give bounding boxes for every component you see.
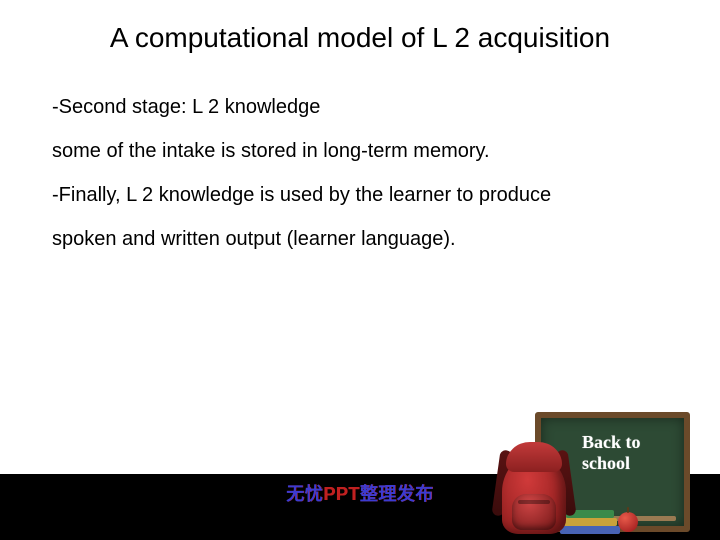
apple-icon: [618, 512, 638, 532]
back-to-school-illustration: Back to school: [470, 395, 690, 540]
body-line: -Finally, L 2 knowledge is used by the l…: [52, 173, 680, 217]
body-line: some of the intake is stored in long-ter…: [52, 129, 680, 173]
slide-body: -Second stage: L 2 knowledge some of the…: [0, 55, 720, 261]
watermark-prefix: 无忧: [286, 484, 323, 504]
slide-title: A computational model of L 2 acquisition: [0, 0, 720, 55]
chalkboard-text: Back to school: [582, 432, 672, 473]
backpack-icon: [498, 440, 570, 534]
watermark-ppt: PPT: [323, 484, 360, 504]
body-line: -Second stage: L 2 knowledge: [52, 85, 680, 129]
watermark-text: 无忧PPT整理发布: [286, 480, 434, 506]
watermark-suffix: 整理发布: [360, 484, 434, 504]
body-line: spoken and written output (learner langu…: [52, 217, 680, 261]
